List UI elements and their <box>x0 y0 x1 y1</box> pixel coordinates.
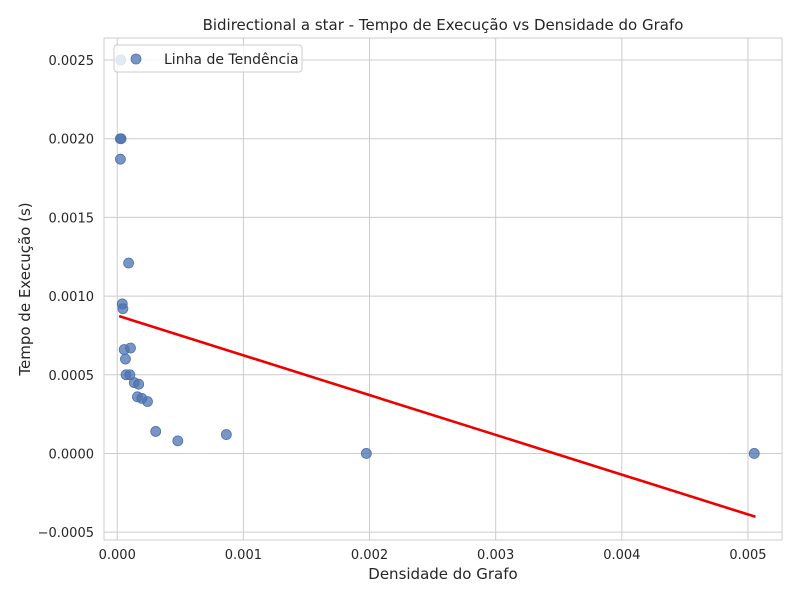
x-tick-label: 0.002 <box>351 548 388 563</box>
chart-title: Bidirectional a star - Tempo de Execução… <box>203 16 684 34</box>
plot-frame <box>103 37 783 541</box>
trend-layer <box>118 314 756 519</box>
data-point <box>120 353 131 365</box>
data-point <box>172 435 184 447</box>
x-axis-title: Densidade do Grafo <box>368 565 517 583</box>
legend-label: Linha de Tendência <box>164 52 299 68</box>
data-point <box>117 303 129 315</box>
y-tick-label: −0.0005 <box>38 526 94 541</box>
legend-marker <box>130 53 142 65</box>
y-tick-label: 0.0010 <box>49 290 95 305</box>
points-layer <box>114 54 760 459</box>
data-point <box>123 257 134 269</box>
y-tick-label: 0.0015 <box>49 211 95 226</box>
y-tick-label: 0.0025 <box>49 54 95 69</box>
data-point <box>125 342 136 354</box>
data-point <box>115 133 127 145</box>
data-point <box>220 429 232 440</box>
y-tick-label: 0.0000 <box>49 447 95 462</box>
data-point <box>150 426 162 437</box>
data-point <box>133 378 145 390</box>
y-axis-title: Tempo de Execução (s) <box>16 202 34 376</box>
legend-box <box>113 44 303 73</box>
x-tick-label: 0.001 <box>225 548 262 563</box>
ticks-layer: 0.000 0.001 0.002 0.003 0.004 0.005 −0.0005 0.0… <box>38 54 767 563</box>
x-tick-label: 0.003 <box>477 548 514 563</box>
legend: Linha de Tendência <box>113 44 303 73</box>
y-tick-label: 0.0005 <box>49 369 95 384</box>
data-point <box>360 448 372 459</box>
data-point <box>114 153 126 165</box>
y-tick-label: 0.0020 <box>49 133 95 148</box>
x-tick-label: 0.005 <box>729 548 766 563</box>
grid-layer <box>104 38 782 540</box>
data-point <box>142 396 153 407</box>
data-point <box>748 448 760 459</box>
trend-line <box>118 314 756 519</box>
x-tick-label: 0.000 <box>99 548 136 563</box>
x-tick-label: 0.004 <box>603 548 640 563</box>
